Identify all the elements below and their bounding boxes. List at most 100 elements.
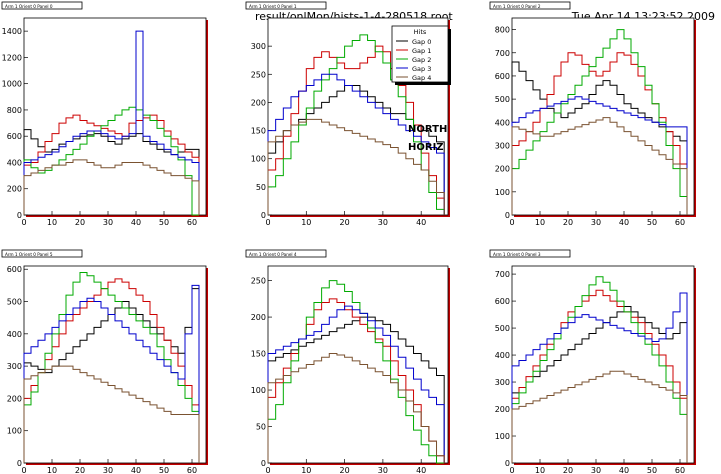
x-tick-label: 40	[131, 218, 141, 227]
panel-1: Arm 1 Orient 0 Panel 1050100150200250300…	[245, 1, 451, 227]
series-line-3	[23, 30, 200, 215]
panel-4: Arm 1 Orient 0 Panel 4 0 50 100 150 200 250 0 10…	[245, 249, 450, 474]
legend-label: Gap 3	[412, 65, 431, 73]
x-tick-label: 40	[619, 466, 629, 474]
y-tick-label: 300	[251, 42, 266, 51]
y-tick-label: 0	[17, 459, 22, 468]
panel-5: Arm 1 Orient 0 Panel 3010020030040050060…	[489, 249, 696, 474]
y-tick-label: 800	[7, 106, 22, 115]
x-tick-label: 30	[591, 218, 601, 227]
series-line-0	[511, 305, 688, 463]
x-tick-label: 60	[675, 218, 685, 227]
y-tick-label: 0	[505, 459, 510, 468]
legend-label: Gap 4	[412, 74, 431, 82]
frame-shadow	[448, 20, 450, 217]
x-tick-label: 40	[619, 218, 629, 227]
legend-box	[391, 25, 449, 83]
y-tick-label: 250	[251, 277, 266, 286]
panel-title-box	[245, 1, 327, 10]
frame-shadow	[694, 268, 696, 465]
panel-title: Arm 1 Orient 0 Panel 0	[5, 4, 53, 9]
series-line-1	[23, 114, 200, 215]
series-line-2	[267, 280, 445, 464]
y-tick-label: 300	[495, 378, 510, 387]
x-tick-label: 40	[416, 218, 426, 227]
y-tick-label: 0	[505, 211, 510, 220]
y-tick-label: 300	[495, 141, 510, 150]
x-tick-label: 50	[647, 466, 657, 474]
series-line-4	[267, 118, 445, 215]
y-tick-label: 100	[251, 155, 266, 164]
y-tick-label: 200	[7, 185, 22, 194]
x-tick-label: 50	[159, 218, 169, 227]
y-tick-label: 600	[495, 297, 510, 306]
series-line-4	[23, 159, 200, 215]
x-tick-label: 40	[416, 466, 426, 474]
series-line-3	[267, 305, 445, 463]
y-tick-label: 800	[495, 26, 510, 35]
panel-title: Arm 1 Orient 0 Panel 1	[249, 4, 297, 9]
y-tick-label: 400	[7, 158, 22, 167]
x-tick-label: 0	[21, 466, 26, 474]
y-tick-label: 400	[7, 330, 22, 339]
x-tick-label: 20	[340, 466, 350, 474]
y-tick-label: 200	[251, 313, 266, 322]
y-tick-label: 1200	[2, 53, 22, 62]
frame-shadow	[514, 215, 696, 217]
series-line-2	[267, 34, 445, 215]
series-line-1	[267, 45, 445, 215]
panel-2: Arm 1 Orient 0 Panel 2010020030040050060…	[489, 1, 696, 227]
plot-frame	[511, 265, 695, 464]
y-tick-label: 100	[251, 386, 266, 395]
x-tick-label: 10	[535, 218, 545, 227]
x-tick-label: 30	[103, 466, 113, 474]
y-tick-label: 700	[495, 270, 510, 279]
x-tick-label: 10	[47, 466, 57, 474]
series-line-3	[267, 73, 445, 215]
frame-shadow	[448, 268, 450, 465]
panel-title-box	[489, 1, 571, 10]
frame-shadow	[270, 215, 450, 217]
x-tick-label: 20	[75, 218, 85, 227]
y-tick-label: 600	[495, 72, 510, 81]
y-tick-label: 300	[7, 362, 22, 371]
x-tick-label: 60	[187, 466, 197, 474]
y-tick-label: 100	[495, 188, 510, 197]
y-tick-label: 500	[495, 324, 510, 333]
y-tick-label: 50	[256, 423, 266, 432]
frame-shadow	[26, 215, 208, 217]
panel-title: Arm 1 Orient 0 Panel 2	[493, 4, 541, 9]
y-tick-label: 700	[495, 49, 510, 58]
frame-shadow	[270, 463, 450, 465]
y-tick-label: 600	[7, 265, 22, 274]
x-tick-label: 60	[675, 466, 685, 474]
x-tick-label: 60	[187, 218, 197, 227]
y-tick-label: 100	[495, 432, 510, 441]
annotation-north: NORTH	[408, 124, 447, 135]
y-tick-label: 400	[495, 118, 510, 127]
y-tick-label: 100	[7, 427, 22, 436]
x-tick-label: 30	[103, 218, 113, 227]
frame-shadow	[694, 20, 696, 217]
frame-shadow	[206, 268, 208, 465]
panel-title-box	[245, 249, 327, 258]
x-tick-label: 20	[340, 218, 350, 227]
series-line-2	[511, 276, 688, 463]
plot-frame	[511, 17, 695, 216]
x-tick-label: 0	[21, 218, 26, 227]
y-tick-label: 600	[7, 132, 22, 141]
x-tick-label: 20	[563, 218, 573, 227]
y-tick-label: 250	[251, 70, 266, 79]
x-tick-label: 50	[647, 218, 657, 227]
x-tick-label: 30	[378, 466, 388, 474]
x-tick-label: 40	[131, 466, 141, 474]
panel-title: Arm 1 Orient 0 Panel 5	[5, 252, 53, 257]
legend-label: Gap 2	[412, 56, 431, 64]
panel-title-box	[1, 1, 83, 10]
legend-title: Hits	[414, 28, 427, 36]
y-tick-label: 50	[256, 183, 266, 192]
panel-0: Arm 1 Orient 0 Panel 0020040060080010001…	[1, 1, 208, 227]
frame-shadow	[26, 463, 208, 465]
y-tick-label: 400	[495, 351, 510, 360]
annotation-horiz: HORIZ	[408, 142, 444, 153]
